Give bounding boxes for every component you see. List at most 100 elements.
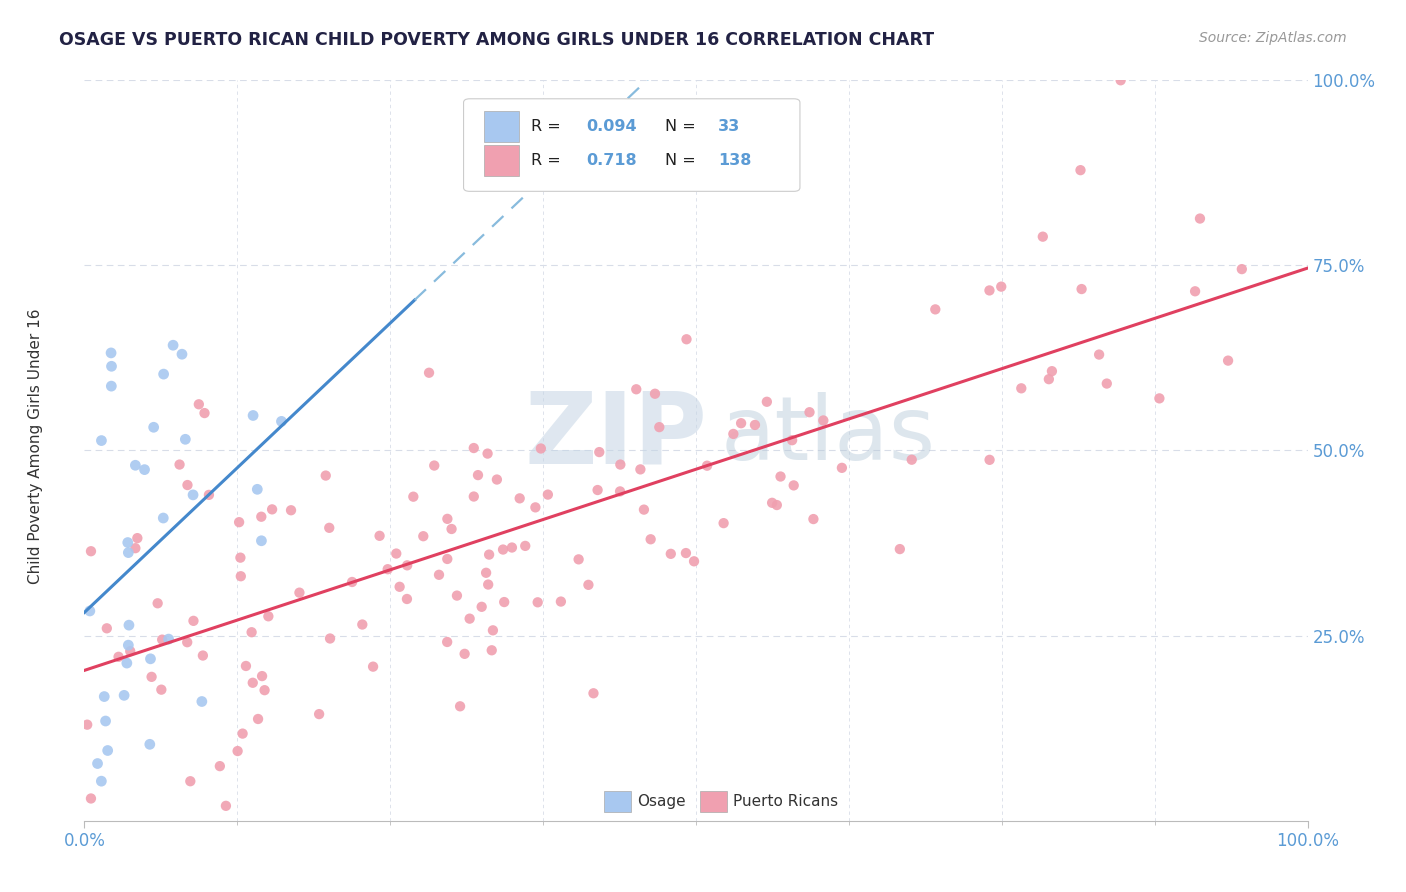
Point — [633, 502, 655, 516]
Point — [396, 558, 419, 573]
Point — [120, 644, 142, 658]
Point — [395, 592, 418, 607]
Point — [191, 648, 214, 663]
Point — [1095, 376, 1118, 391]
Point — [453, 647, 475, 661]
Point — [628, 462, 651, 476]
Point — [924, 302, 946, 317]
Point — [644, 386, 666, 401]
Text: 0.094: 0.094 — [586, 119, 637, 134]
Text: 33: 33 — [718, 119, 740, 134]
Point — [550, 594, 572, 608]
Point — [96, 621, 118, 635]
Point — [124, 458, 146, 473]
Point — [471, 599, 494, 614]
Point — [723, 426, 745, 441]
Point — [900, 452, 922, 467]
Point — [526, 595, 548, 609]
Point — [340, 574, 363, 589]
Point — [696, 458, 718, 473]
Point — [675, 546, 697, 560]
Point — [94, 714, 117, 728]
Point — [1184, 285, 1206, 299]
Point — [761, 496, 783, 510]
Point — [446, 589, 468, 603]
Point — [436, 552, 458, 566]
Point — [494, 595, 516, 609]
Point — [242, 409, 264, 423]
Point — [979, 453, 1001, 467]
Point — [1040, 364, 1063, 378]
Point — [436, 512, 458, 526]
Text: N =: N = — [665, 119, 696, 134]
Point — [467, 468, 489, 483]
Point — [813, 413, 835, 427]
Point — [578, 578, 600, 592]
Point — [80, 791, 103, 805]
Point — [683, 554, 706, 568]
Point — [228, 515, 250, 529]
Point — [134, 462, 156, 476]
Point — [76, 717, 98, 731]
Point — [1149, 392, 1171, 406]
Point — [117, 546, 139, 560]
Point — [86, 756, 108, 771]
Point — [288, 585, 311, 599]
Point — [477, 447, 499, 461]
Point — [477, 577, 499, 591]
Point — [152, 367, 174, 381]
Point — [246, 483, 269, 497]
Point — [475, 566, 498, 580]
Point — [90, 774, 112, 789]
Point — [100, 379, 122, 393]
Point — [713, 516, 735, 530]
Point — [240, 625, 263, 640]
Text: N =: N = — [665, 153, 696, 168]
Point — [478, 548, 501, 562]
Point — [675, 332, 697, 346]
Point — [1230, 262, 1253, 277]
Point — [626, 382, 648, 396]
Point — [423, 458, 446, 473]
Point — [79, 604, 101, 618]
Point — [979, 284, 1001, 298]
Text: atlas: atlas — [720, 392, 935, 479]
Point — [176, 478, 198, 492]
Text: ZIP: ZIP — [524, 387, 707, 484]
Point — [1070, 282, 1092, 296]
Point — [142, 420, 165, 434]
Point — [90, 434, 112, 448]
Point — [427, 567, 450, 582]
Point — [352, 617, 374, 632]
Text: Puerto Ricans: Puerto Ricans — [733, 794, 838, 809]
Point — [582, 686, 605, 700]
Point — [524, 500, 547, 515]
Point — [208, 759, 231, 773]
Point — [215, 798, 238, 813]
Point — [385, 547, 408, 561]
Text: OSAGE VS PUERTO RICAN CHILD POVERTY AMONG GIRLS UNDER 16 CORRELATION CHART: OSAGE VS PUERTO RICAN CHILD POVERTY AMON… — [59, 31, 934, 49]
Point — [780, 434, 803, 448]
Point — [170, 347, 193, 361]
Point — [648, 420, 671, 434]
Point — [124, 541, 146, 556]
Point — [183, 614, 205, 628]
Point — [198, 488, 221, 502]
Bar — [605, 791, 631, 812]
Text: R =: R = — [531, 119, 561, 134]
Point — [229, 569, 252, 583]
Point — [235, 659, 257, 673]
Text: 138: 138 — [718, 153, 751, 168]
Point — [377, 562, 399, 576]
Point — [609, 484, 631, 499]
Point — [93, 690, 115, 704]
Point — [1038, 372, 1060, 386]
Point — [117, 535, 139, 549]
Point — [150, 632, 173, 647]
Point — [1088, 348, 1111, 362]
Point — [501, 541, 523, 555]
Point — [176, 635, 198, 649]
Point — [730, 416, 752, 430]
Point — [157, 632, 180, 646]
Point — [174, 432, 197, 446]
